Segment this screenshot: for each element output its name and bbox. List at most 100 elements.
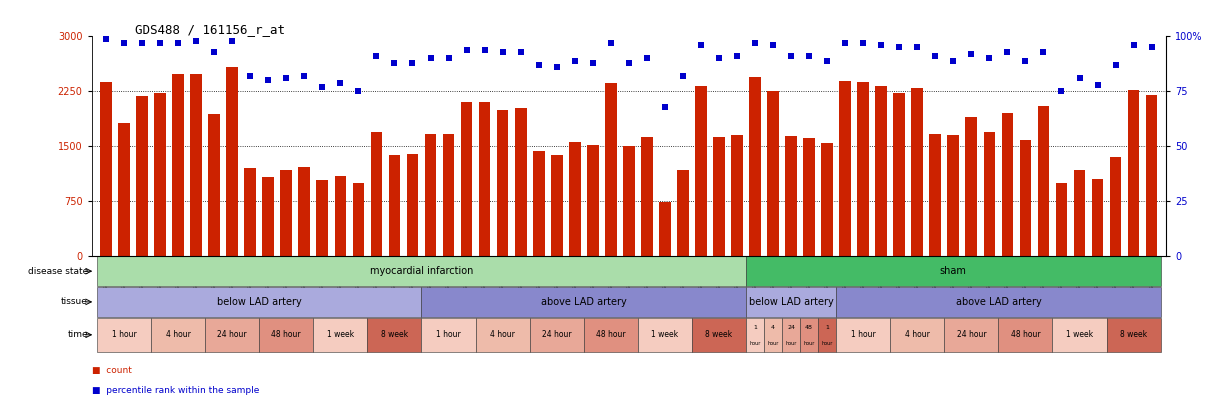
Bar bbox=[623, 146, 635, 256]
Text: 4: 4 bbox=[770, 325, 775, 330]
Bar bbox=[281, 170, 292, 256]
Bar bbox=[421, 287, 746, 317]
Bar bbox=[151, 318, 205, 352]
Point bbox=[168, 40, 188, 46]
Text: myocardial infarction: myocardial infarction bbox=[370, 266, 474, 276]
Bar bbox=[551, 155, 563, 256]
Bar bbox=[298, 167, 310, 256]
Point bbox=[835, 40, 855, 46]
Text: 24 hour: 24 hour bbox=[956, 330, 987, 339]
Point bbox=[601, 40, 620, 46]
Bar bbox=[822, 143, 833, 256]
Bar bbox=[731, 135, 742, 256]
Point bbox=[529, 62, 548, 68]
Bar bbox=[425, 134, 436, 256]
Text: sham: sham bbox=[940, 266, 967, 276]
Point bbox=[565, 58, 585, 64]
Point bbox=[259, 77, 278, 83]
Point bbox=[1034, 49, 1054, 55]
Point bbox=[728, 53, 747, 60]
Bar bbox=[209, 114, 220, 256]
Bar bbox=[421, 318, 475, 352]
Point bbox=[1070, 75, 1089, 81]
Point bbox=[493, 49, 513, 55]
Bar bbox=[118, 123, 129, 256]
Bar bbox=[944, 318, 999, 352]
Text: hour: hour bbox=[767, 341, 779, 346]
Bar bbox=[929, 134, 941, 256]
Point bbox=[241, 73, 260, 79]
Text: 8 week: 8 week bbox=[1120, 330, 1148, 339]
Bar bbox=[984, 132, 995, 256]
Text: tissue: tissue bbox=[61, 297, 88, 307]
Bar bbox=[1145, 95, 1158, 256]
Bar bbox=[96, 287, 421, 317]
Point bbox=[872, 42, 891, 49]
Text: 48 hour: 48 hour bbox=[1011, 330, 1040, 339]
Bar bbox=[407, 154, 419, 256]
Bar bbox=[764, 318, 783, 352]
Point bbox=[294, 73, 314, 79]
Bar bbox=[205, 318, 259, 352]
Bar bbox=[530, 318, 584, 352]
Bar bbox=[746, 256, 1161, 286]
Text: 1 hour: 1 hour bbox=[111, 330, 137, 339]
Bar bbox=[641, 137, 653, 256]
Point bbox=[313, 84, 332, 90]
Bar bbox=[1106, 318, 1161, 352]
Bar bbox=[226, 67, 238, 256]
Bar bbox=[800, 318, 818, 352]
Bar bbox=[314, 318, 368, 352]
Bar bbox=[1110, 157, 1121, 256]
Bar bbox=[263, 177, 274, 256]
Text: 1 hour: 1 hour bbox=[851, 330, 875, 339]
Text: 48 hour: 48 hour bbox=[271, 330, 302, 339]
Bar bbox=[659, 202, 670, 256]
Text: hour: hour bbox=[750, 341, 761, 346]
Text: ■  count: ■ count bbox=[92, 366, 132, 375]
Point bbox=[421, 55, 441, 62]
Bar bbox=[532, 151, 545, 256]
Point bbox=[853, 40, 873, 46]
Point bbox=[276, 75, 295, 81]
Text: 4 hour: 4 hour bbox=[905, 330, 929, 339]
Text: 4 hour: 4 hour bbox=[490, 330, 515, 339]
Bar bbox=[335, 176, 347, 256]
Bar bbox=[1128, 90, 1139, 256]
Text: 1: 1 bbox=[825, 325, 829, 330]
Text: hour: hour bbox=[803, 341, 814, 346]
Text: 48 hour: 48 hour bbox=[596, 330, 625, 339]
Bar bbox=[1056, 183, 1067, 256]
Bar bbox=[244, 168, 256, 256]
Text: 24: 24 bbox=[788, 325, 795, 330]
Point bbox=[691, 42, 711, 49]
Point bbox=[1088, 81, 1107, 88]
Text: 1: 1 bbox=[753, 325, 757, 330]
Point bbox=[1142, 44, 1161, 51]
Text: 24 hour: 24 hour bbox=[217, 330, 247, 339]
Point bbox=[907, 44, 927, 51]
Bar bbox=[783, 318, 800, 352]
Point bbox=[222, 38, 242, 44]
Bar bbox=[1092, 179, 1104, 256]
Bar bbox=[154, 94, 166, 256]
Point bbox=[656, 103, 675, 110]
Bar bbox=[999, 318, 1053, 352]
Bar bbox=[713, 137, 725, 256]
Bar bbox=[96, 256, 746, 286]
Bar bbox=[368, 318, 421, 352]
Point bbox=[926, 53, 945, 60]
Text: 1 hour: 1 hour bbox=[436, 330, 460, 339]
Bar bbox=[316, 180, 328, 256]
Bar bbox=[370, 132, 382, 256]
Point bbox=[745, 40, 764, 46]
Bar bbox=[818, 318, 836, 352]
Text: disease state: disease state bbox=[28, 266, 88, 276]
Point bbox=[1051, 88, 1071, 94]
Bar bbox=[695, 86, 707, 256]
Point bbox=[510, 49, 530, 55]
Bar bbox=[785, 136, 797, 256]
Point bbox=[582, 60, 602, 66]
Bar bbox=[475, 318, 530, 352]
Point bbox=[817, 58, 836, 64]
